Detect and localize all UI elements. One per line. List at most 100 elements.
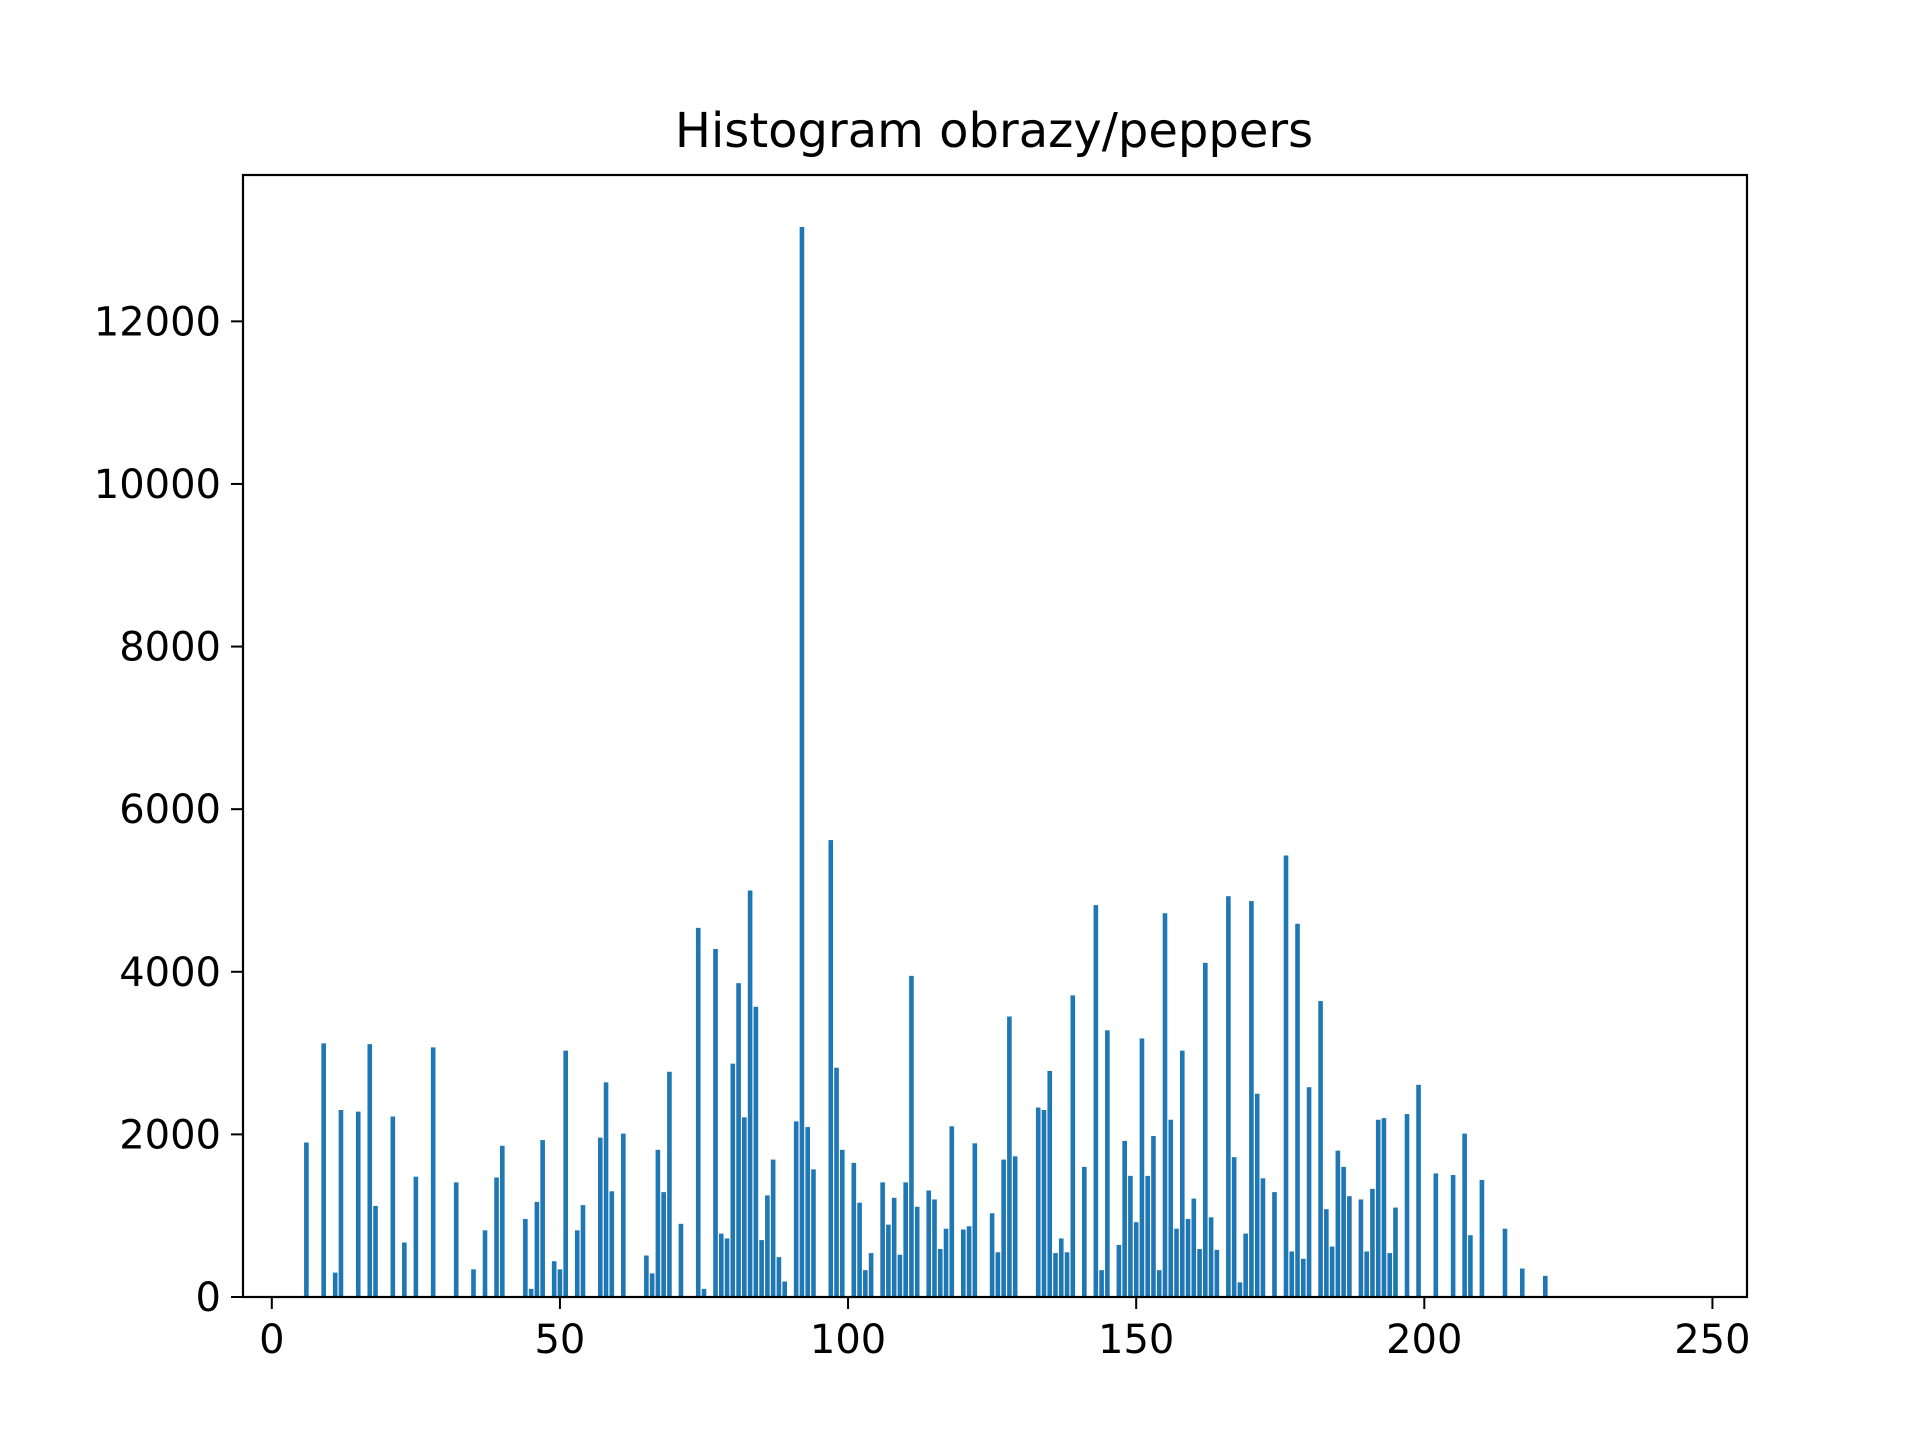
histogram-bar (966, 1226, 972, 1297)
histogram-bar (338, 1110, 344, 1297)
histogram-bar (580, 1205, 586, 1297)
histogram-bar (304, 1142, 309, 1297)
histogram-bar (1139, 1038, 1145, 1297)
histogram-bar (667, 1071, 672, 1297)
y-tick-label: 2000 (119, 1112, 221, 1158)
histogram-bar (1156, 1270, 1162, 1297)
histogram-bar (695, 927, 701, 1297)
histogram-bar (811, 1169, 816, 1297)
histogram-bar (1007, 1016, 1012, 1297)
histogram-bar (909, 975, 914, 1297)
histogram-bar (1254, 1093, 1260, 1297)
histogram-bar (1093, 905, 1099, 1297)
histogram-bar (367, 1044, 373, 1297)
histogram-bar (989, 1213, 995, 1297)
histogram-bar (1416, 1084, 1421, 1297)
histogram-bar (551, 1261, 557, 1297)
histogram-bar (534, 1201, 540, 1297)
histogram-bar (765, 1195, 770, 1297)
histogram-bar (1260, 1178, 1266, 1297)
histogram-bar (868, 1253, 874, 1297)
histogram-bar (1289, 1251, 1295, 1297)
histogram-bar (1450, 1175, 1456, 1297)
chart-title: Histogram obrazy/peppers (675, 103, 1313, 159)
histogram-bar (661, 1192, 666, 1297)
histogram-bar (1381, 1118, 1387, 1297)
histogram-bar (1035, 1107, 1041, 1297)
histogram-bar (949, 1126, 955, 1297)
histogram-bar (1237, 1282, 1243, 1297)
histogram-bar (644, 1255, 649, 1297)
histogram-bar (1053, 1253, 1058, 1297)
histogram-bar (1370, 1188, 1375, 1297)
histogram-bar (1001, 1159, 1006, 1297)
histogram-bar (655, 1149, 661, 1297)
histogram-bar (1151, 1136, 1156, 1297)
histogram-bar (1306, 1087, 1312, 1297)
y-tick-label: 4000 (119, 950, 221, 996)
histogram-bar (1318, 1001, 1323, 1297)
histogram-bar (540, 1140, 545, 1297)
histogram-bar (1099, 1270, 1104, 1297)
histogram-bar (1341, 1166, 1346, 1297)
histogram-bar (528, 1288, 534, 1297)
histogram-bar (736, 983, 741, 1297)
histogram-bar (1128, 1175, 1133, 1297)
histogram-bar (453, 1182, 459, 1297)
histogram-bar (770, 1159, 776, 1297)
histogram-bar (1162, 913, 1168, 1297)
histogram-bar (1468, 1235, 1473, 1297)
histogram-bar (1375, 1119, 1381, 1297)
histogram-bar (1479, 1179, 1485, 1297)
histogram-bar (597, 1137, 603, 1297)
histogram-bar (724, 1238, 730, 1297)
histogram-bar (851, 1162, 857, 1297)
histogram-bar (937, 1249, 943, 1297)
histogram-bar (1404, 1114, 1410, 1297)
histogram-bar (390, 1116, 396, 1297)
histogram-bar (1393, 1207, 1398, 1297)
histogram-bar (1249, 901, 1254, 1297)
x-tick-label: 100 (810, 1317, 886, 1363)
histogram-bar (649, 1273, 655, 1297)
histogram-bar (1208, 1217, 1214, 1297)
histogram-bar (914, 1206, 920, 1297)
y-tick-label: 6000 (119, 787, 221, 833)
bars-layer (304, 227, 1548, 1297)
histogram-bar (1358, 1199, 1364, 1297)
histogram-bar (494, 1177, 499, 1297)
histogram-bar (793, 1121, 799, 1297)
histogram-bar (1283, 855, 1289, 1297)
histogram-bar (523, 1218, 528, 1297)
histogram-bar (1122, 1140, 1127, 1297)
histogram-bar (995, 1252, 1001, 1297)
histogram-bar (753, 1006, 759, 1297)
histogram-bar (1041, 1110, 1047, 1297)
histogram-bar (1543, 1275, 1548, 1297)
histogram-bar (943, 1228, 949, 1297)
histogram-bar (1226, 896, 1231, 1297)
histogram-bar (332, 1272, 338, 1297)
histogram-bar (1197, 1249, 1202, 1297)
histogram-bar (1203, 962, 1208, 1297)
histogram-bar (926, 1190, 932, 1297)
histogram-bar (1502, 1228, 1508, 1297)
y-tick-label: 10000 (94, 462, 221, 508)
histogram-bar (718, 1233, 724, 1297)
histogram-bar (713, 949, 718, 1297)
histogram-bar (321, 1043, 326, 1297)
histogram-bar (1082, 1166, 1087, 1297)
histogram-bar (1179, 1050, 1185, 1297)
x-tick-label: 50 (534, 1317, 585, 1363)
y-tick-label: 0 (196, 1275, 221, 1321)
histogram-bar (557, 1269, 563, 1297)
histogram-bar (1231, 1157, 1237, 1297)
histogram-bar (482, 1230, 488, 1297)
x-tick-label: 200 (1386, 1317, 1462, 1363)
axes-layer: 0 50 100 150 200 250 0 2000 4000 6000 8000 10000 120… (94, 173, 1751, 1363)
histogram-bar (1145, 1175, 1151, 1297)
histogram-bar (603, 1082, 609, 1297)
histogram-bar (373, 1205, 378, 1297)
